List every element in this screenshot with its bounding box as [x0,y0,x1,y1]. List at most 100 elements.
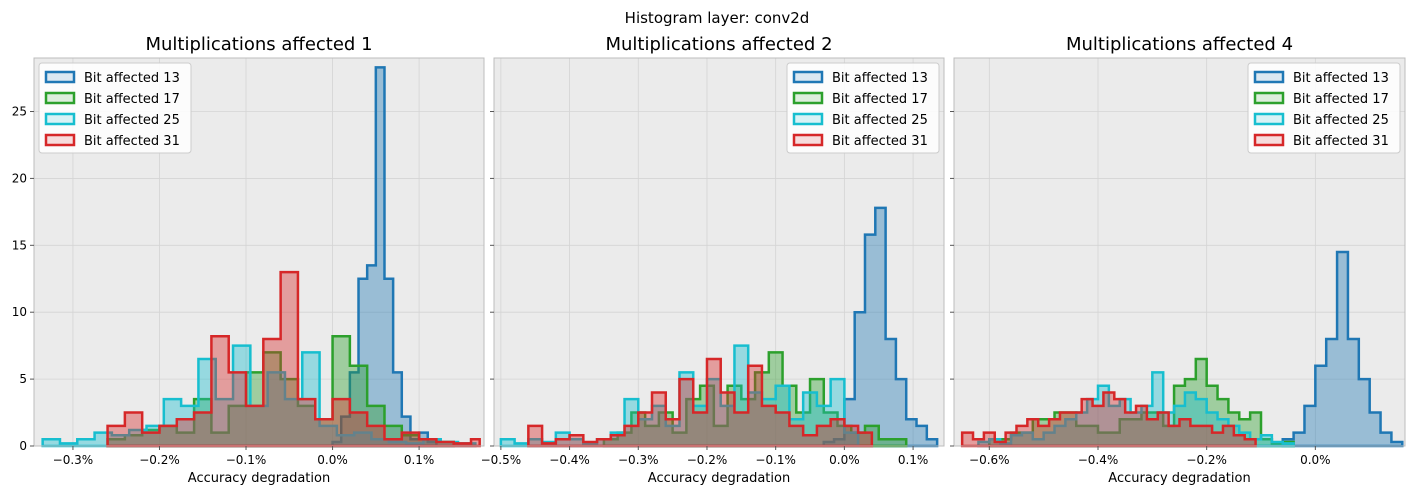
histogram-bin [875,208,885,446]
histogram-bin [1304,406,1315,446]
histogram-bin [43,439,60,446]
legend-box [786,62,940,154]
histogram-bin [177,419,194,446]
series-bit-affected-13 [822,206,939,448]
histogram-bin [1370,413,1381,446]
chart-title: Multiplications affected 2 [605,34,832,55]
legend-label: Bit affected 31 [84,134,180,149]
histogram-bin [721,392,735,446]
histogram-bin [350,413,367,446]
histogram-bin [1234,435,1245,446]
legend-swatch [1253,112,1285,126]
legend-swatch [1253,91,1285,105]
legend-swatch [792,112,824,126]
histogram-bin [1114,399,1125,446]
histogram-bin [962,433,973,446]
histogram-bin [652,392,666,446]
x-tick-label: −0.4% [1078,453,1119,467]
histogram-bin [556,439,570,446]
histogram-bin [263,339,280,446]
histogram-bin [125,413,142,446]
histogram-bin [1071,413,1082,446]
legend-swatch [44,112,76,126]
histogram-bin [638,413,652,446]
legend-swatch [792,91,824,105]
histogram-outline [977,371,1295,448]
histogram-bin [528,426,542,446]
histogram-bin [1245,439,1256,446]
x-tick-label: −0.3% [618,453,659,467]
legend: Bit affected 13 Bit affected 17 Bit affect… [786,62,940,154]
series-bit-affected-31 [527,357,874,448]
y-tick-label: 10 [12,305,27,319]
histogram-outline [527,357,874,448]
y-tick-label: 20 [12,171,27,185]
histogram-bin [1348,339,1359,446]
histogram-bin [858,433,872,446]
plot-frame [33,57,485,447]
histogram-bin [1201,426,1212,446]
histogram-bin [693,413,707,446]
histogram-bin [367,426,384,446]
x-tick-label: −0.1% [755,453,796,467]
chart-panel-2: −0.5% −0.4% −0.3% −0.2% −0.1% 0.0% 0.1% Multipl… [481,34,945,486]
histogram-bin [917,426,927,446]
legend-label: Bit affected 17 [84,92,180,107]
y-tick-label: 15 [12,238,27,252]
legend-swatch [44,70,76,84]
histogram-bin [333,399,350,446]
histogram-bin [159,426,176,446]
histogram-outline [499,344,860,448]
figure-suptitle: Histogram layer: conv2d [625,9,810,27]
legend-swatch [1253,133,1285,147]
legend-label: Bit affected 13 [1293,71,1389,86]
legend-label: Bit affected 25 [84,113,180,128]
x-axis-label: Accuracy degradation [188,471,330,486]
histogram-bin [776,413,790,446]
histogram-bin [1272,442,1283,446]
histogram-bin [1027,419,1038,446]
histogram-bin [570,435,584,446]
x-tick-label: 0.1% [898,453,929,467]
series-bit-affected-25 [41,344,477,448]
histogram-bin [844,426,858,446]
histogram-bin [1060,413,1071,446]
legend-label: Bit affected 25 [1293,113,1389,128]
legend: Bit affected 13 Bit affected 17 Bit affect… [1247,62,1401,154]
histogram-bin [1093,406,1104,446]
histogram-bin [789,426,803,446]
histogram-bin [376,67,385,446]
histogram-bin [384,279,393,446]
x-tick-label: −0.1% [226,453,267,467]
histogram-bin [1038,426,1049,446]
histogram-fill [823,207,938,446]
histogram-bin [762,406,776,446]
histogram-bin [1158,413,1169,446]
histogram-fill [107,272,480,446]
histogram-fill [1282,252,1403,446]
x-tick-label: −0.2% [139,453,180,467]
chart-panel-3: −0.6% −0.4% −0.2% 0.0% Multiplications affec… [950,34,1406,486]
histogram-bin [402,433,419,446]
x-tick-label: −0.2% [1186,453,1227,467]
histogram-bin [1136,406,1147,446]
chart-title: Multiplications affected 4 [1066,34,1293,55]
histogram-bin [625,426,639,446]
histogram-bin [1190,426,1201,446]
histogram-bin [1006,433,1017,446]
x-tick-label: −0.4% [549,453,590,467]
x-tick-label: 0.1% [404,453,435,467]
series-bit-affected-31 [106,270,481,448]
histogram-bin [886,339,896,446]
histogram-bin [281,272,298,446]
plot-frame [953,57,1406,447]
histogram-bin [1294,433,1305,446]
histogram-bin [1049,419,1060,446]
histogram-bin [896,379,906,446]
histogram-bin [817,426,831,446]
histogram-bin [1337,252,1348,446]
histogram-bin [246,406,263,446]
legend: Bit affected 13 Bit affected 17 Bit affect… [38,62,192,154]
histogram-bin [1103,392,1114,446]
